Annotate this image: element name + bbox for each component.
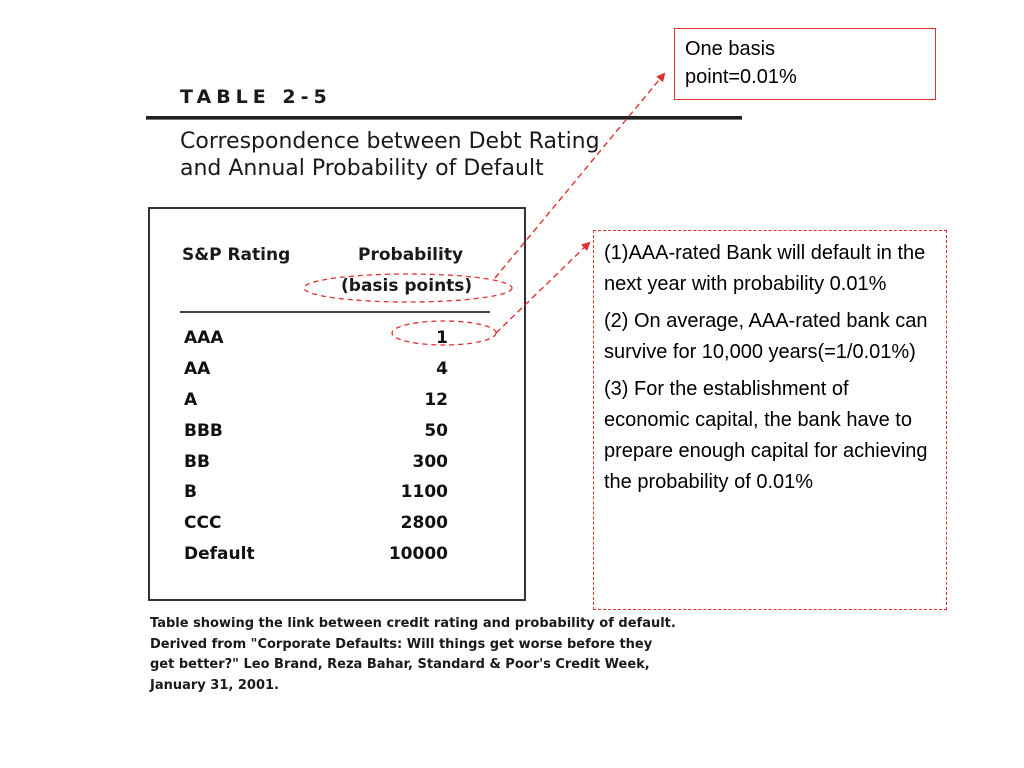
header-rule — [180, 311, 490, 313]
basis-points-highlight-ellipse — [303, 273, 513, 303]
aaa-value-highlight-ellipse — [391, 320, 497, 346]
table-title-line2: and Annual Probability of Default — [180, 156, 544, 181]
prob-default: 10000 — [388, 544, 448, 564]
rating-aaa: AAA — [184, 328, 224, 348]
basis-note-line2: point=0.01% — [685, 66, 797, 88]
rating-ccc: CCC — [184, 513, 222, 533]
prob-bb: 300 — [412, 452, 449, 472]
table-frame — [148, 207, 526, 601]
prob-b: 1100 — [400, 482, 448, 502]
rating-aa: AA — [184, 359, 211, 379]
rating-bb: BB — [184, 452, 210, 472]
basis-point-note: One basis point=0.01% — [674, 28, 936, 100]
rating-bbb: BBB — [184, 421, 223, 441]
title-rule-thin — [146, 119, 742, 120]
note-point-2: (2) On average, AAA-rated bank can survi… — [604, 310, 928, 363]
title-rule — [146, 116, 742, 119]
caption-line3: get better?" Leo Brand, Reza Bahar, Stan… — [150, 657, 650, 672]
prob-bbb: 50 — [424, 421, 448, 441]
prob-ccc: 2800 — [400, 513, 448, 533]
interpretation-note: (1)AAA-rated Bank will default in the ne… — [593, 230, 947, 610]
table-caption: Table showing the link between credit ra… — [150, 614, 710, 696]
caption-line2: Derived from "Corporate Defaults: Will t… — [150, 636, 653, 652]
basis-note-line1: One basis — [685, 38, 776, 60]
caption-line4: January 31, 2001. — [150, 677, 279, 693]
header-basis-points: (basis points) — [341, 276, 473, 296]
header-rating: S&P Rating — [182, 245, 291, 265]
table-number: TABLE 2-5 — [180, 86, 332, 108]
rating-a: A — [184, 390, 198, 410]
header-probability: Probability — [358, 245, 464, 265]
rating-b: B — [184, 482, 197, 502]
prob-a: 12 — [424, 390, 448, 410]
rating-default: Default — [184, 544, 255, 564]
note-point-3: (3) For the establishment of economic ca… — [604, 378, 928, 493]
prob-aa: 4 — [436, 359, 448, 379]
caption-line1: Table showing the link between credit ra… — [150, 616, 676, 631]
arrow-to-basis-note — [494, 72, 666, 279]
note-point-1: (1)AAA-rated Bank will default in the ne… — [604, 242, 926, 295]
prob-aaa: 1 — [436, 328, 448, 348]
table-title: Correspondence between Debt Rating and A… — [180, 128, 600, 182]
arrow-to-interpretation-note — [495, 241, 591, 334]
table-title-line1: Correspondence between Debt Rating — [180, 129, 600, 154]
